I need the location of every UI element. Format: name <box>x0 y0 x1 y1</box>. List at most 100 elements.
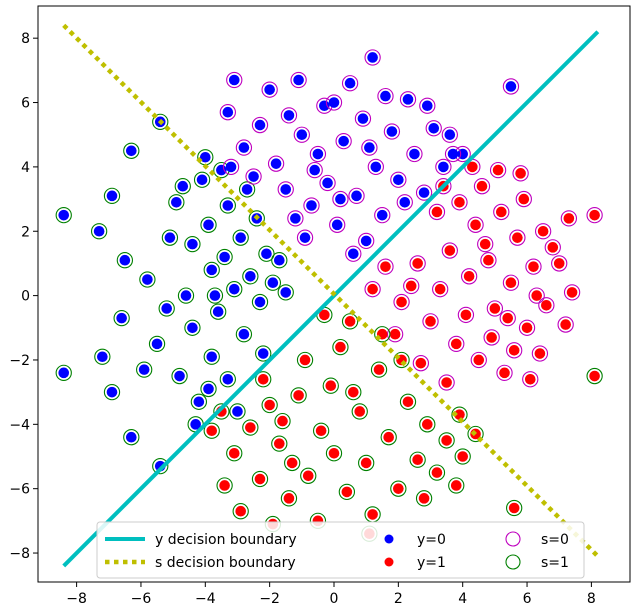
point-ring <box>148 335 166 353</box>
data-point <box>538 297 555 314</box>
point-dot <box>460 309 472 321</box>
point-ring <box>306 161 323 179</box>
point-dot <box>473 354 485 366</box>
point-ring <box>158 300 175 317</box>
point-ring <box>251 293 269 311</box>
point-dot <box>274 254 285 266</box>
data-point <box>341 75 359 92</box>
point-ring <box>116 252 134 269</box>
point-ring <box>309 145 327 163</box>
legend-label: y=0 <box>417 532 446 548</box>
point-ring <box>123 429 140 446</box>
data-point <box>255 371 272 388</box>
data-point <box>293 126 310 143</box>
legend-ring-marker <box>505 531 521 547</box>
point-dot <box>454 409 465 420</box>
data-point <box>390 171 407 188</box>
point-dot <box>277 415 288 427</box>
data-point <box>296 229 314 246</box>
point-ring <box>415 490 433 507</box>
data-point <box>551 255 568 272</box>
point-ring <box>512 165 529 182</box>
point-ring <box>499 309 516 327</box>
point-ring <box>460 268 478 285</box>
point-dot <box>553 258 565 269</box>
point-ring <box>406 145 423 163</box>
point-ring <box>303 197 320 214</box>
point-ring <box>94 348 111 365</box>
point-dot <box>360 457 372 469</box>
point-dot <box>312 148 324 160</box>
legend-label: y decision boundary <box>155 532 297 548</box>
point-ring <box>477 235 494 253</box>
point-ring <box>219 104 236 121</box>
data-point <box>161 229 179 246</box>
point-ring <box>232 503 249 520</box>
data-point <box>174 178 191 195</box>
point-ring <box>473 178 491 195</box>
point-dot <box>264 84 275 95</box>
point-dot <box>402 396 414 408</box>
point-ring <box>216 477 233 494</box>
point-dot <box>563 213 575 224</box>
point-dot <box>222 106 234 118</box>
data-point <box>560 210 578 227</box>
point-dot <box>393 483 404 494</box>
point-dot <box>58 367 70 379</box>
data-point <box>435 158 452 176</box>
data-point <box>94 348 111 365</box>
point-dot <box>483 254 494 266</box>
point-dot <box>196 174 208 186</box>
point-ring <box>428 464 446 481</box>
point-dot <box>235 232 246 243</box>
point-ring <box>390 480 407 497</box>
point-ring <box>174 178 191 195</box>
point-dot <box>444 129 456 141</box>
data-point <box>322 377 339 394</box>
x-tick-label: 0 <box>330 591 339 607</box>
data-point <box>454 448 471 465</box>
legend-dot-marker <box>384 534 394 544</box>
point-ring <box>586 207 603 224</box>
point-dot <box>441 435 452 446</box>
data-point <box>399 393 417 410</box>
data-point <box>512 165 529 182</box>
point-ring <box>329 216 346 233</box>
axes-layer: −8 −6 −4 −2 0 2 4 6 8 −8 −6 −4 −2 0 2 4 6 8 <box>9 31 595 607</box>
point-ring <box>251 470 269 488</box>
data-point <box>422 313 439 330</box>
data-point <box>409 255 426 272</box>
point-ring <box>534 223 552 240</box>
data-point <box>563 284 581 301</box>
point-dot <box>524 373 536 385</box>
point-dot <box>119 254 131 266</box>
point-ring <box>457 306 475 324</box>
point-dot <box>534 348 546 359</box>
point-dot <box>348 248 359 260</box>
point-ring <box>168 194 185 211</box>
point-ring <box>203 261 220 279</box>
data-point <box>303 197 320 214</box>
point-ring <box>441 242 458 259</box>
data-point <box>544 239 561 256</box>
point-dot <box>444 245 456 256</box>
point-dot <box>190 419 201 430</box>
legend-label: s=0 <box>541 532 569 548</box>
point-dot <box>228 283 240 295</box>
point-ring <box>451 406 468 423</box>
point-dot <box>306 200 317 211</box>
data-point <box>258 245 275 262</box>
y-decision-boundary-line <box>62 30 600 568</box>
point-ring <box>280 490 298 507</box>
x-tick-label: −6 <box>131 591 152 607</box>
point-dot <box>174 370 185 382</box>
point-ring <box>226 71 243 89</box>
data-point <box>374 207 391 224</box>
data-point <box>184 235 201 253</box>
point-dot <box>164 232 176 243</box>
point-ring <box>354 110 372 127</box>
data-point <box>451 194 468 211</box>
point-ring <box>277 181 294 198</box>
data-point <box>370 361 388 378</box>
